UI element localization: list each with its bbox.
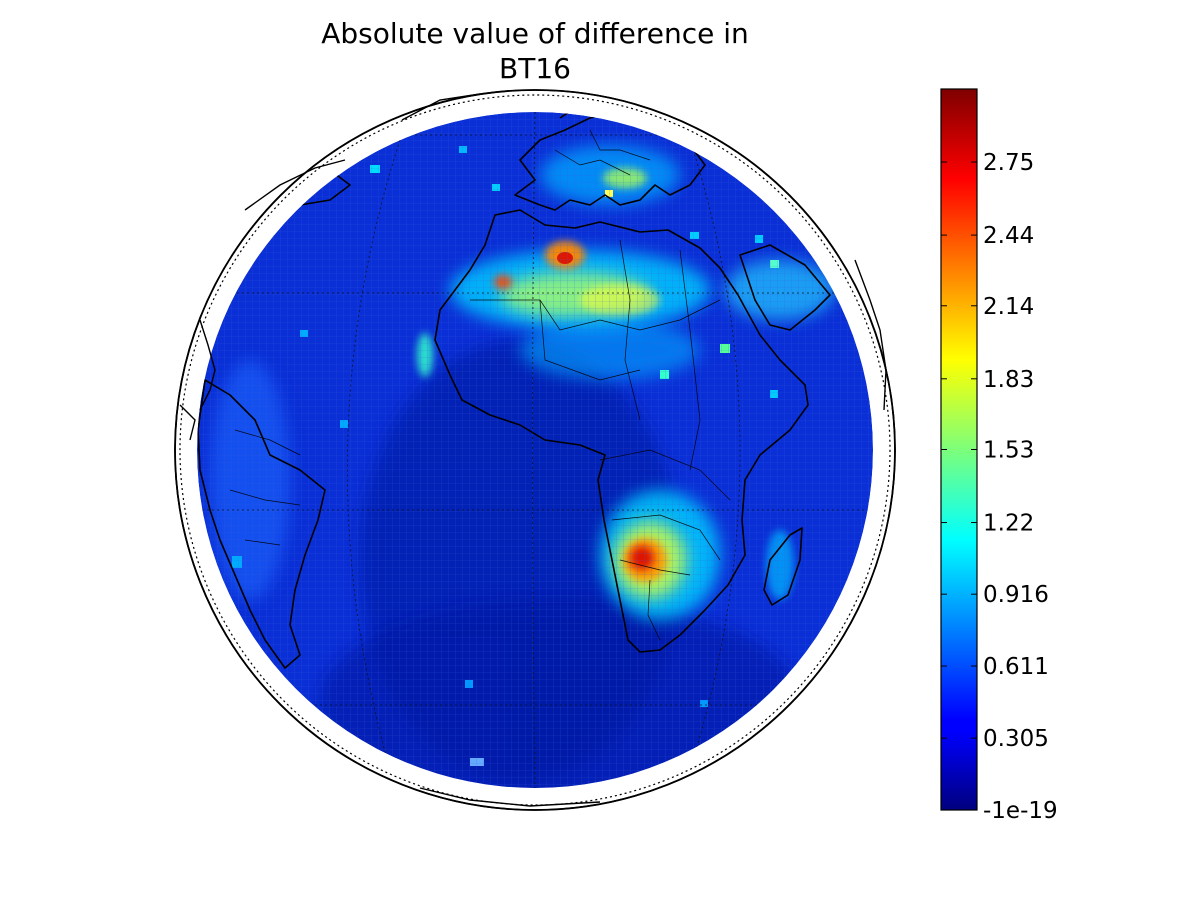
colorbar-tick-label: 2.14 xyxy=(983,294,1034,320)
colorbar-tick-label: 0.611 xyxy=(983,654,1049,680)
globe-edge xyxy=(174,89,896,811)
projection-boundary xyxy=(179,94,891,806)
colorbar-tick-label: 2.75 xyxy=(983,150,1034,176)
map-title-line-1: Absolute value of difference in xyxy=(321,17,749,50)
colorbar: -1e-19 0.305 0.611 0.916 1.22 1.53 1.83 2.14 2.4… xyxy=(940,88,1058,824)
colorbar-tick-label: 2.44 xyxy=(983,223,1034,249)
coastlines xyxy=(197,112,831,788)
colorbar-tick-label: -1e-19 xyxy=(983,798,1058,824)
limb-coastlines xyxy=(179,93,887,807)
colorbar-tick-label: 0.916 xyxy=(983,582,1049,608)
map-title-line-2: BT16 xyxy=(499,52,571,85)
colorbar-tick-label: 1.22 xyxy=(983,511,1034,537)
data-disk xyxy=(197,112,873,788)
colorbar-tick-label: 1.83 xyxy=(983,367,1034,393)
colorbar-tick-label: 0.305 xyxy=(983,726,1049,752)
colorbar-tick-label: 1.53 xyxy=(983,438,1034,464)
colorbar-ticks: -1e-19 0.305 0.611 0.916 1.22 1.53 1.83 2.14 2.4… xyxy=(941,150,1058,824)
country-borders xyxy=(229,129,731,641)
